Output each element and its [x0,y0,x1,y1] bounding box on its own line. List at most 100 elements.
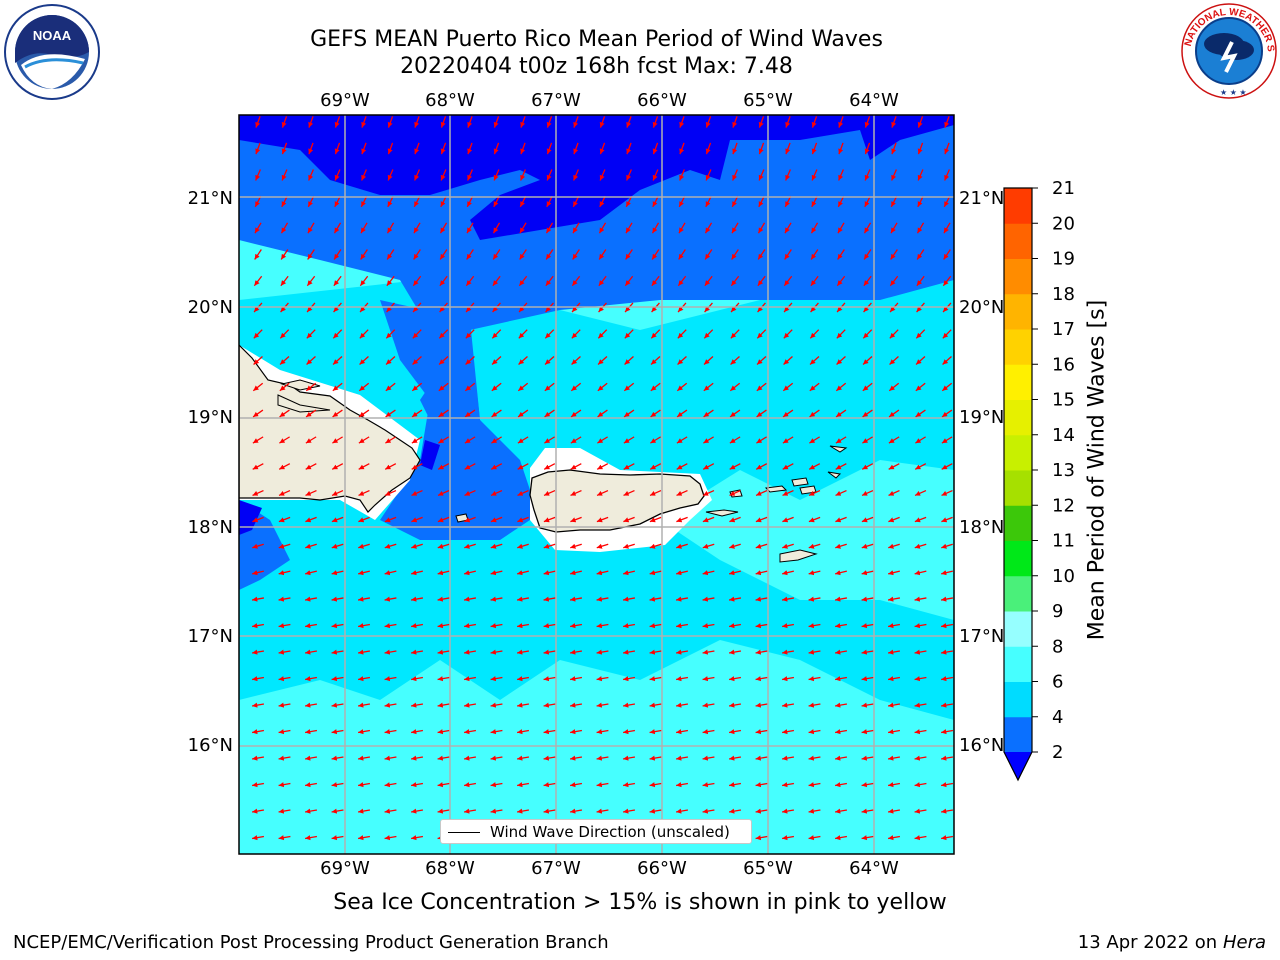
wind-wave-arrow [305,489,317,497]
wind-wave-arrow [704,222,713,234]
credit-text: NCEP/EMC/Verification Post Processing Pr… [13,932,609,953]
wind-wave-arrow [464,543,476,549]
wind-wave-arrow [622,649,636,655]
wind-wave-arrow [676,570,688,576]
wind-wave-arrow [437,570,450,576]
wind-wave-arrow [784,222,792,234]
wind-wave-arrow [251,623,265,629]
wind-wave-arrow [861,729,874,735]
wind-wave-arrow [887,623,901,629]
wind-wave-arrow [278,782,291,788]
wind-wave-arrow [464,382,476,392]
wind-wave-arrow [943,222,951,234]
wind-wave-arrow [917,195,924,208]
wind-wave-arrow [732,142,738,155]
wind-wave-arrow [493,169,500,181]
wind-wave-arrow [467,116,473,128]
wind-wave-arrow [940,808,954,814]
wind-wave-arrow [808,782,821,788]
wind-wave-arrow [543,808,556,814]
wind-wave-arrow [676,409,688,418]
lat-label-right: 16°N [959,735,1004,756]
wind-wave-arrow [941,489,953,497]
wind-wave-arrow [834,702,848,708]
wind-wave-arrow [490,623,503,629]
wind-wave-arrow [359,329,369,339]
wind-wave-arrow [916,275,925,287]
wind-wave-arrow [861,596,874,602]
wind-wave-arrow [702,623,715,629]
wind-wave-arrow [888,463,900,470]
wind-wave-arrow [492,249,501,260]
wind-wave-arrow [702,808,715,814]
wind-wave-arrow [755,543,768,549]
wind-wave-arrow [916,249,925,260]
colorbar-bin [1004,188,1032,224]
wind-wave-arrow [437,702,450,708]
colorbar-label: Mean Period of Wind Waves [s] [1084,299,1110,641]
lon-label-bottom: 64°W [849,858,899,879]
wind-wave-arrow [755,516,768,523]
colorbar-bin [1004,646,1032,682]
wind-wave-arrow [914,729,927,735]
wind-wave-arrow [702,782,715,788]
wind-wave-arrow [834,835,848,841]
wind-wave-arrow [304,702,318,708]
wind-wave-arrow [570,489,582,497]
wind-wave-arrow [490,649,503,655]
wind-wave-arrow [623,382,635,392]
wind-wave-arrow [437,808,450,814]
wind-wave-arrow [516,676,530,682]
wind-wave-arrow [914,463,927,470]
wind-wave-arrow [306,275,316,287]
wind-wave-arrow [571,329,581,339]
wind-wave-arrow [649,782,662,788]
wind-wave-arrow [357,596,371,602]
wind-wave-arrow [572,195,580,208]
wind-wave-arrow [331,755,344,761]
wind-wave-arrow [279,329,290,339]
wind-wave-arrow [835,516,847,523]
wind-wave-arrow [781,623,795,629]
wind-wave-arrow [915,329,926,339]
wind-wave-arrow [387,195,394,208]
wind-wave-arrow [809,356,820,365]
wind-wave-arrow [278,463,291,470]
wind-wave-arrow [386,249,395,260]
wind-wave-arrow [543,755,556,761]
wind-wave-arrow [837,222,845,234]
wind-wave-arrow [334,142,341,155]
wind-wave-arrow [384,516,397,523]
wind-wave-arrow [835,382,847,392]
wind-wave-arrow [810,249,819,260]
wind-wave-arrow [914,835,927,841]
wind-wave-arrow [728,649,742,655]
wind-wave-arrow [546,116,553,128]
wind-wave-arrow [251,596,265,602]
wind-wave-arrow [570,409,582,418]
map-legend: Wind Wave Direction (unscaled) [440,819,752,844]
wind-wave-arrow [676,543,688,549]
wind-wave-arrow [808,489,821,497]
colorbar-bin [1004,329,1032,365]
wind-wave-arrow [624,275,634,287]
land-puerto-rico [529,469,705,533]
wind-wave-arrow [679,142,685,155]
wind-wave-arrow [781,676,795,682]
wind-wave-arrow [463,596,477,602]
wind-wave-arrow [834,596,848,602]
wind-wave-arrow [279,436,290,444]
wind-wave-arrow [891,116,897,128]
wind-wave-arrow [597,409,608,418]
wind-wave-arrow [916,222,925,234]
wind-wave-arrow [862,382,873,392]
wind-wave-arrow [569,649,583,655]
wind-wave-arrow [622,729,636,735]
wind-wave-arrow [837,249,845,260]
wind-wave-arrow [676,382,688,392]
wind-wave-arrow [622,702,636,708]
wind-wave-arrow [438,436,449,444]
legend-label: Wind Wave Direction (unscaled) [490,823,730,841]
wind-wave-arrow [332,356,343,365]
wind-wave-arrow [331,835,344,841]
